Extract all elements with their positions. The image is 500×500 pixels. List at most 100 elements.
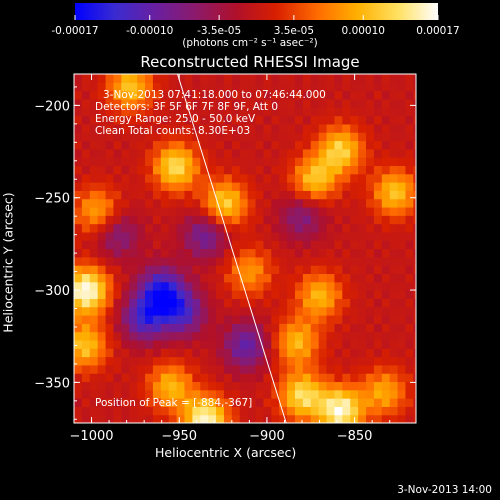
heatmap-cell: [168, 356, 178, 366]
heatmap-cell: [160, 348, 170, 358]
heatmap-cell: [105, 356, 115, 366]
heatmap-cell: [231, 115, 241, 125]
heatmap-cell: [160, 281, 170, 291]
heatmap-cell: [89, 165, 99, 175]
heatmap-cell: [302, 215, 312, 225]
heatmap-cell: [247, 206, 257, 216]
heatmap-cell: [74, 348, 83, 358]
heatmap-cell: [287, 348, 296, 358]
heatmap-cell: [168, 281, 178, 291]
heatmap-cell: [97, 182, 107, 191]
heatmap-cell: [342, 389, 351, 399]
heatmap-cell: [192, 298, 201, 308]
heatmap-cell: [381, 190, 391, 200]
heatmap-cell: [318, 215, 328, 225]
heatmap-cell: [121, 356, 130, 366]
heatmap-cell: [129, 290, 138, 299]
heatmap-cell: [168, 90, 178, 100]
heatmap-cell: [184, 265, 193, 275]
heatmap-cell: [334, 182, 343, 191]
heatmap-cell: [287, 256, 296, 266]
heatmap-cell: [350, 115, 359, 125]
heatmap-cell: [168, 331, 178, 341]
heatmap-cell: [192, 107, 201, 117]
heatmap-cell: [168, 373, 178, 383]
heatmap-cell: [105, 165, 115, 175]
heatmap-cell: [160, 206, 170, 216]
heatmap-cell: [271, 215, 280, 225]
heatmap-cell: [310, 306, 320, 316]
heatmap-cell: [239, 265, 249, 275]
heatmap-cell: [405, 107, 414, 117]
heatmap-cell: [208, 148, 217, 158]
heatmap-cell: [113, 298, 122, 308]
heatmap-cell: [192, 115, 201, 125]
heatmap-cell: [137, 173, 146, 183]
heatmap-cell: [129, 140, 138, 150]
heatmap-cell: [81, 223, 91, 233]
heatmap-cell: [310, 173, 320, 183]
heatmap-cell: [239, 414, 249, 423]
heatmap-cell: [200, 256, 209, 266]
heatmap-cell: [310, 157, 320, 167]
heatmap-cell: [247, 123, 257, 133]
heatmap-cell: [334, 314, 343, 324]
heatmap-cell: [145, 281, 154, 291]
heatmap-cell: [89, 398, 99, 407]
heatmap-cell: [373, 206, 383, 216]
heatmap-cell: [255, 123, 265, 133]
heatmap-cell: [74, 140, 83, 150]
heatmap-cell: [302, 198, 312, 208]
heatmap-cell: [326, 348, 336, 358]
heatmap-cell: [223, 364, 233, 374]
heatmap-cell: [176, 414, 186, 423]
heatmap-cell: [74, 290, 83, 299]
heatmap-cell: [231, 331, 241, 341]
heatmap-cell: [81, 398, 91, 407]
heatmap-cell: [74, 165, 83, 175]
heatmap-cell: [397, 348, 407, 358]
heatmap-cell: [350, 381, 359, 391]
heatmap-cell: [239, 273, 249, 283]
heatmap-cell: [389, 198, 399, 208]
heatmap-cell: [310, 331, 320, 341]
heatmap-cell: [176, 398, 186, 407]
heatmap-cell: [294, 132, 304, 142]
heatmap-cell: [129, 165, 138, 175]
heatmap-cell: [184, 290, 193, 299]
heatmap-cell: [263, 107, 272, 117]
heatmap-cell: [239, 364, 249, 374]
heatmap-cell: [334, 364, 343, 374]
heatmap-cell: [176, 157, 186, 167]
heatmap-cell: [413, 414, 416, 423]
heatmap-cell: [342, 157, 351, 167]
heatmap-cell: [145, 389, 154, 399]
heatmap-cell: [271, 182, 280, 191]
heatmap-cell: [231, 206, 241, 216]
heatmap-cell: [271, 148, 280, 158]
heatmap-cell: [223, 398, 233, 407]
heatmap-cell: [302, 165, 312, 175]
heatmap-cell: [310, 248, 320, 258]
heatmap-cell: [366, 298, 375, 308]
heatmap-cell: [168, 290, 178, 299]
heatmap-cell: [223, 148, 233, 158]
heatmap-cell: [89, 190, 99, 200]
heatmap-cell: [145, 381, 154, 391]
heatmap-cell: [137, 182, 146, 191]
heatmap-cell: [373, 198, 383, 208]
heatmap-cell: [413, 398, 416, 407]
heatmap-cell: [405, 373, 414, 383]
heatmap-cell: [255, 298, 265, 308]
heatmap-cell: [247, 223, 257, 233]
heatmap-cell: [145, 82, 154, 92]
heatmap-cell: [97, 348, 107, 358]
heatmap-cell: [97, 231, 107, 241]
heatmap-cell: [405, 157, 414, 167]
heatmap-cell: [89, 331, 99, 341]
heatmap-cell: [129, 157, 138, 167]
heatmap-cell: [366, 281, 375, 291]
heatmap-cell: [413, 240, 416, 250]
detectors-label: Detectors: 3F 5F 6F 7F 8F 9F, Att 0: [95, 101, 279, 113]
heatmap-cell: [326, 206, 336, 216]
